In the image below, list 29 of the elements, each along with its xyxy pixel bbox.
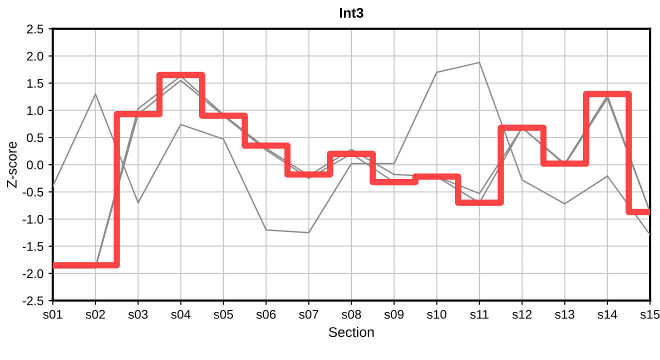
y-tick-label: -1.5: [22, 242, 44, 251]
y-tick-label: -1.0: [22, 214, 44, 224]
x-tick-label: s10: [427, 310, 446, 319]
x-tick-label: s13: [555, 310, 574, 319]
y-axis-title: Z-score: [7, 142, 17, 188]
x-tick-label: s04: [171, 310, 191, 319]
y-tick-label: -2.0: [22, 269, 44, 278]
x-tick-label: s09: [384, 310, 404, 319]
x-tick-label: s08: [342, 310, 361, 319]
x-tick-label: s06: [256, 310, 276, 319]
y-tick-label: 0.5: [26, 133, 44, 142]
y-tick-label: 1.0: [27, 106, 44, 115]
x-axis-title: Section: [328, 326, 374, 338]
x-tick-label: s14: [598, 310, 618, 319]
y-tick-label: 1.5: [27, 79, 44, 88]
x-tick-label: s02: [86, 310, 105, 319]
y-tick-label: 2.0: [27, 52, 44, 61]
y-tick-label: 2.5: [27, 24, 44, 34]
x-tick-label: s05: [214, 310, 234, 319]
x-tick-label: s01: [43, 310, 62, 319]
y-tick-label: -0.5: [22, 188, 44, 197]
x-tick-label: s03: [128, 310, 148, 319]
x-tick-label: s15: [640, 310, 660, 319]
y-tick-label: 0.0: [26, 160, 44, 170]
x-tick-label: s07: [299, 310, 318, 319]
x-tick-label: s11: [470, 310, 488, 319]
x-tick-label: s12: [512, 310, 532, 319]
y-tick-label: -2.5: [22, 296, 44, 306]
chart-title: Int3: [340, 8, 364, 18]
